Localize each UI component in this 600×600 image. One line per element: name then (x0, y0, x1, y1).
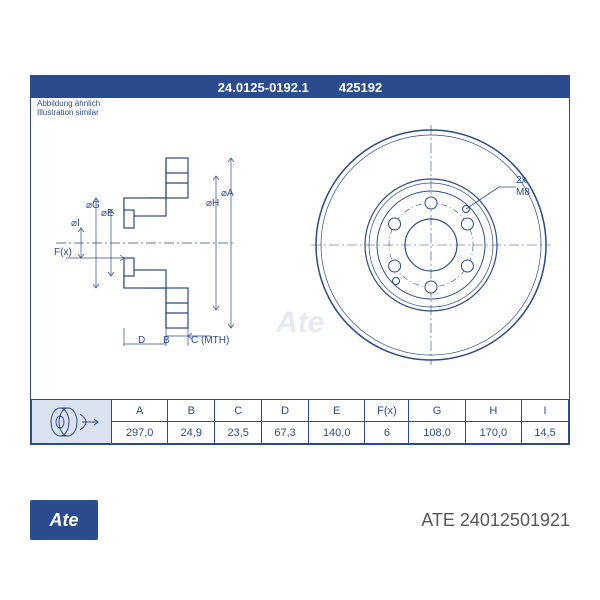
diagram-area: ⌀I ⌀G ⌀E ⌀H ⌀A F(x) D B C (MTH) (31, 118, 569, 378)
val-E: 140,0 (309, 422, 365, 444)
th-I: I (522, 400, 569, 422)
label-thread: M8 (516, 187, 530, 198)
part-number-short: 425192 (339, 80, 382, 95)
footer-brand: ATE (421, 510, 455, 530)
ate-logo: Ate (30, 500, 98, 540)
val-F: 6 (365, 422, 409, 444)
val-G: 108,0 (409, 422, 465, 444)
ate-logo-text: Ate (49, 510, 78, 531)
label-A: ⌀A (221, 188, 234, 199)
label-C: C (MTH) (191, 335, 229, 346)
table-icon-cell (32, 400, 112, 444)
val-C: 23,5 (215, 422, 262, 444)
footer-part-label: ATE 24012501921 (421, 510, 570, 531)
th-D: D (262, 400, 309, 422)
side-view: ⌀I ⌀G ⌀E ⌀H ⌀A F(x) D B C (MTH) (56, 138, 236, 338)
footer-part-number: 24012501921 (460, 510, 570, 530)
diagram-frame: 24.0125-0192.1 425192 Abbildung ähnlich … (30, 75, 570, 445)
th-F: F(x) (365, 400, 409, 422)
th-C: C (215, 400, 262, 422)
dimension-table: A B C D E F(x) G H I 297,0 24,9 23,5 67,… (31, 399, 569, 444)
side-view-svg (56, 138, 236, 348)
header-strip: 24.0125-0192.1 425192 (31, 76, 569, 98)
label-hole-count: 2x (516, 175, 527, 186)
footer-row: Ate ATE 24012501921 (30, 500, 570, 540)
label-D: D (138, 335, 145, 346)
val-D: 67,3 (262, 422, 309, 444)
label-F: F(x) (54, 247, 72, 258)
label-H: ⌀H (206, 198, 219, 209)
front-view: 2x M8 (311, 125, 551, 365)
th-B: B (168, 400, 215, 422)
note-en: Illustration similar (37, 109, 100, 118)
front-view-svg (311, 125, 551, 365)
label-I: ⌀I (71, 218, 80, 229)
val-I: 14,5 (522, 422, 569, 444)
val-A: 297,0 (112, 422, 168, 444)
th-G: G (409, 400, 465, 422)
label-G: ⌀G (86, 200, 100, 211)
th-H: H (465, 400, 521, 422)
disc-icon (42, 404, 102, 440)
table-value-row: 297,0 24,9 23,5 67,3 140,0 6 108,0 170,0… (32, 422, 569, 444)
similarity-note: Abbildung ähnlich Illustration similar (37, 100, 100, 118)
table-header-row: A B C D E F(x) G H I (32, 400, 569, 422)
label-E: ⌀E (101, 208, 114, 219)
part-number-dotted: 24.0125-0192.1 (218, 80, 309, 95)
th-E: E (309, 400, 365, 422)
th-A: A (112, 400, 168, 422)
val-B: 24,9 (168, 422, 215, 444)
val-H: 170,0 (465, 422, 521, 444)
label-B: B (163, 335, 170, 346)
